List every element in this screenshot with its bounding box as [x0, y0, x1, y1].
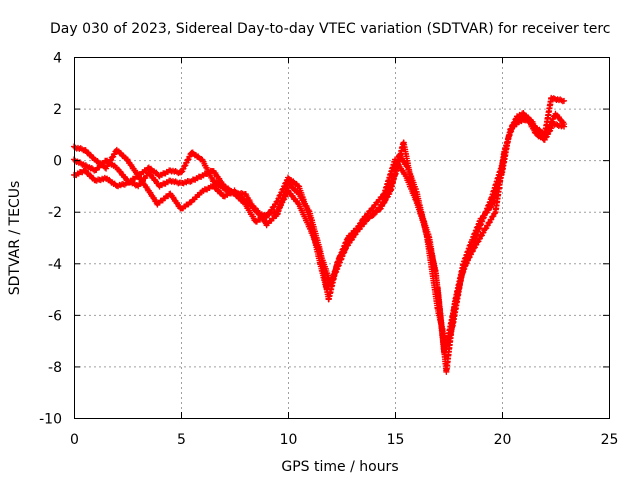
x-tick-label: 15 [387, 432, 405, 448]
y-tick-label: 2 [53, 102, 62, 118]
data-point [175, 170, 182, 177]
plot-frame [74, 57, 610, 419]
x-tick-label: 0 [70, 432, 79, 448]
y-tick-label: -8 [48, 360, 62, 376]
data-point [561, 123, 568, 130]
y-tick-label: -2 [48, 205, 62, 221]
grid-lines [74, 57, 609, 418]
chart-title: Day 030 of 2023, Sidereal Day-to-day VTE… [50, 21, 610, 37]
series-track-3 [71, 94, 568, 350]
x-tick-label: 10 [280, 432, 298, 448]
y-tick-label: 0 [53, 154, 62, 170]
data-point [559, 122, 566, 129]
data-points [71, 94, 568, 375]
x-tick-label: 25 [601, 432, 619, 448]
data-point [380, 191, 387, 198]
y-tick-label: -6 [48, 308, 62, 324]
y-tick-label: -4 [48, 257, 62, 273]
data-point [491, 210, 498, 217]
x-tick-label: 5 [177, 432, 186, 448]
data-point [561, 97, 568, 104]
y-tick-label: 4 [53, 51, 62, 67]
y-axis-label: SDTVAR / TECUs [7, 181, 23, 296]
y-tick-label: -10 [39, 412, 62, 428]
x-tick-label: 20 [494, 432, 512, 448]
data-point [79, 146, 86, 153]
x-axis-label: GPS time / hours [281, 459, 398, 475]
